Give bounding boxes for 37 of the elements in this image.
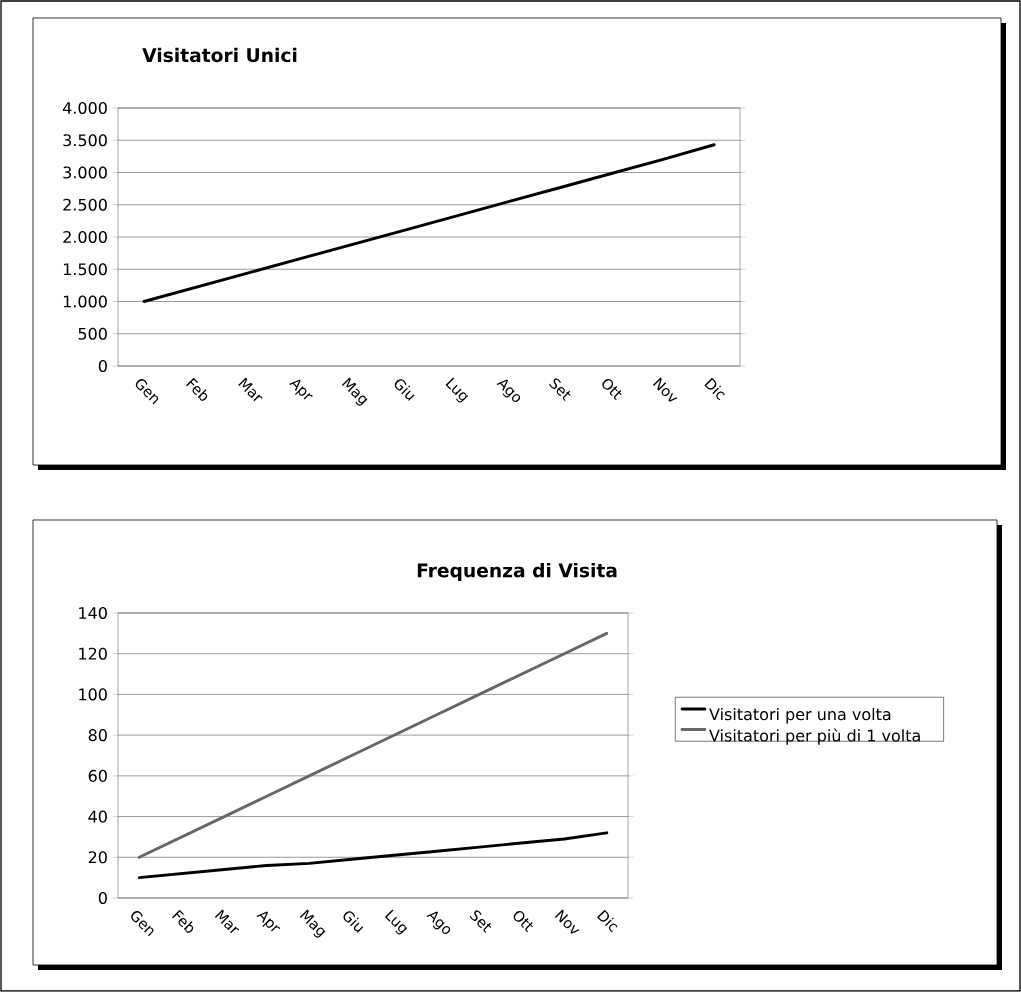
x-tick-label: Ott	[513, 911, 533, 933]
x-tick-label: Dic	[597, 909, 618, 932]
legend-label: Visitatori per una volta	[709, 707, 891, 724]
y-tick-label: 60	[88, 769, 107, 782]
y-tick-label: 500	[78, 327, 107, 340]
x-tick-label: Giu	[343, 911, 364, 933]
y-tick-label: 3.500	[63, 134, 107, 147]
x-tick-label: Apr	[289, 379, 313, 400]
x-tick-label: Mar	[214, 909, 240, 934]
y-tick-label: 100	[79, 688, 107, 701]
x-tick-label: Ott	[602, 379, 622, 401]
x-tick-label: Dic	[704, 377, 725, 400]
x-tick-label: Set	[549, 378, 571, 401]
y-tick-label: 120	[79, 647, 107, 660]
y-tick-label: 0	[98, 891, 107, 905]
y-tick-label: 2.000	[63, 230, 107, 244]
y-tick-label: 3.000	[63, 166, 107, 179]
y-tick-label: 1.500	[63, 263, 107, 276]
y-tick-label: 0	[98, 359, 107, 373]
x-tick-label: Giu	[394, 379, 415, 401]
x-tick-label: Feb	[172, 909, 194, 933]
y-tick-label: 2.500	[63, 198, 107, 211]
x-tick-label: Feb	[186, 377, 208, 401]
y-tick-label: 20	[88, 851, 107, 864]
x-tick-label: Mar	[238, 377, 263, 402]
y-tick-label: 1.000	[63, 295, 107, 308]
x-tick-label: Ago	[426, 911, 451, 935]
y-tick-label: 140	[79, 606, 107, 620]
chart-title: Frequenza di Visita	[417, 562, 617, 582]
x-tick-label: Apr	[256, 911, 281, 932]
legend-label: Visitatori per più di 1 volta	[709, 728, 920, 745]
y-tick-label: 4.000	[62, 101, 107, 115]
x-tick-label: Set	[469, 910, 492, 933]
y-tick-label: 40	[88, 810, 107, 823]
chart-title: Visitatori Unici	[142, 47, 297, 63]
x-tick-label: Ago	[496, 379, 521, 403]
y-tick-label: 80	[88, 729, 107, 742]
